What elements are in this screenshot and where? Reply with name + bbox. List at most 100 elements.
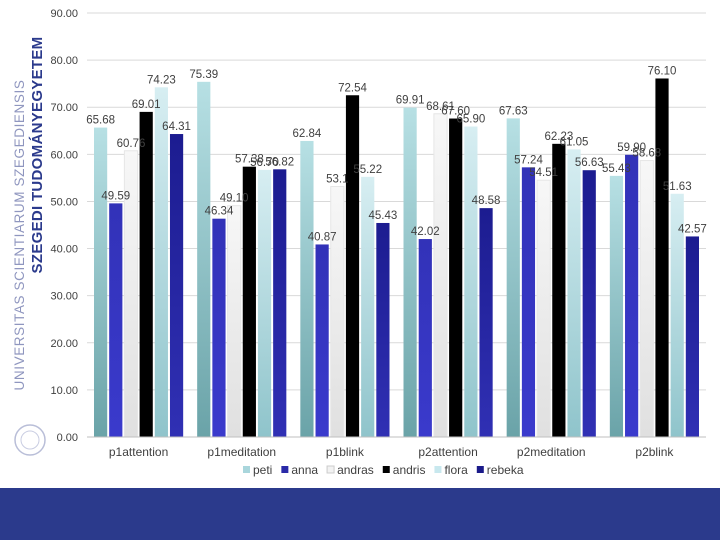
bar-andris — [242, 166, 256, 437]
data-label-peti: 69.91 — [396, 95, 425, 107]
legend-label-andras: andras — [337, 463, 374, 477]
data-label-andras: 68.61 — [426, 101, 455, 113]
bar-anna — [625, 154, 639, 437]
data-label-anna: 49.59 — [101, 190, 130, 202]
legend-swatch-andris — [382, 466, 390, 473]
x-tick-label: p1blink — [326, 445, 365, 459]
x-axis: p1attention p1meditation p1blink p2attentio… — [87, 436, 706, 459]
x-tick-label: p2attention — [418, 445, 477, 459]
data-label-rebeka: 45.43 — [369, 210, 398, 222]
data-label-flora: 61.05 — [560, 136, 589, 148]
bar-flora — [361, 176, 375, 437]
bar-andras — [433, 113, 448, 438]
data-label-andris: 72.54 — [338, 82, 367, 94]
data-label-rebeka: 56.63 — [575, 157, 604, 169]
x-tick-label: p2meditation — [517, 445, 586, 459]
legend-swatch-andras — [326, 465, 335, 474]
bar-andras — [639, 160, 654, 438]
y-tick-label: 10.00 — [50, 385, 78, 397]
data-label-anna: 46.34 — [205, 206, 234, 218]
bar-rebeka — [685, 236, 699, 437]
y-tick-label: 40.00 — [50, 244, 78, 256]
data-label-rebeka: 48.58 — [472, 195, 501, 207]
logo-text-latin: UNIVERSITAS SCIENTIARUM SZEGEDIENSIS — [12, 80, 27, 391]
data-label-andras: 53.1 — [326, 174, 348, 186]
bar-peti — [300, 140, 314, 437]
bar-andras — [227, 205, 242, 438]
legend-label-rebeka: rebeka — [487, 463, 524, 477]
data-label-flora: 56.70 — [250, 157, 279, 169]
gridlines — [87, 12, 706, 438]
footer-divider — [0, 488, 720, 490]
y-tick-label: 50.00 — [50, 196, 78, 208]
bar-peti — [506, 118, 520, 437]
bar-chart: 0.00 10.00 20.00 30.00 40.00 50.00 60.00 70.00 8… — [50, 8, 707, 477]
bar-andris — [449, 118, 463, 437]
bar-rebeka — [376, 222, 390, 437]
data-label-andris: 69.01 — [132, 99, 161, 111]
y-tick-label: 0.00 — [57, 432, 78, 444]
data-label-rebeka: 64.31 — [162, 121, 191, 133]
bar-flora — [464, 126, 478, 437]
bars — [94, 78, 699, 438]
y-tick-label: 30.00 — [50, 291, 78, 303]
x-tick-label: p1attention — [109, 445, 168, 459]
data-label-andris: 67.60 — [441, 106, 470, 118]
bar-peti — [403, 107, 417, 437]
data-label-peti: 55.43 — [602, 163, 631, 175]
bar-anna — [315, 244, 329, 437]
legend-swatch-peti — [243, 466, 250, 473]
data-label-andras: 49.10 — [220, 193, 249, 205]
data-label-anna: 42.02 — [411, 226, 440, 238]
bar-peti — [197, 81, 211, 437]
bar-flora — [567, 149, 581, 438]
legend-swatch-anna — [281, 466, 289, 473]
data-label-peti: 75.39 — [189, 69, 218, 81]
data-label-andras: 58.68 — [632, 148, 661, 160]
bar-flora — [154, 87, 168, 437]
bar-anna — [418, 239, 432, 437]
bar-flora — [257, 169, 272, 437]
y-tick-label: 60.00 — [50, 149, 78, 161]
data-label-andris: 76.10 — [648, 65, 677, 77]
data-label-andris: 57.38 — [235, 154, 264, 166]
bar-andris — [655, 78, 669, 438]
legend-label-flora: flora — [444, 463, 468, 477]
y-axis: 0.00 10.00 20.00 30.00 40.00 50.00 60.00 70.00 8… — [50, 8, 78, 444]
logo-seal-inner-icon — [20, 430, 40, 450]
bar-anna — [521, 167, 536, 437]
data-label-flora: 51.63 — [663, 181, 692, 193]
data-label-peti: 67.63 — [499, 105, 528, 117]
bar-peti — [609, 175, 624, 438]
data-label-andras: 54.51 — [529, 167, 558, 179]
bar-anna — [212, 218, 226, 437]
data-label-peti: 65.68 — [86, 115, 115, 127]
x-tick-label: p2blink — [635, 445, 674, 459]
bar-andras — [330, 186, 345, 438]
university-logo: UNIVERSITAS SCIENTIARUM SZEGEDIENSIS SZE… — [12, 37, 46, 456]
y-tick-label: 20.00 — [50, 338, 78, 350]
bar-flora — [670, 193, 684, 437]
bar-peti — [94, 127, 108, 437]
logo-text-hungarian: SZEGEDI TUDOMÁNYEGYETEM — [29, 37, 46, 274]
data-label-peti: 62.84 — [293, 128, 322, 140]
logo-seal-icon — [14, 424, 46, 456]
data-label-anna: 57.24 — [514, 154, 543, 166]
data-label-flora: 65.90 — [456, 114, 485, 126]
footer-background — [0, 490, 720, 540]
legend-label-andris: andris — [393, 463, 426, 477]
data-label-anna: 59.90 — [617, 142, 646, 154]
bar-andris — [139, 111, 153, 437]
y-tick-label: 70.00 — [50, 102, 78, 114]
legend-swatch-flora — [434, 466, 442, 473]
bar-rebeka — [582, 170, 596, 437]
bar-rebeka — [169, 134, 184, 437]
legend-label-anna: anna — [291, 463, 318, 477]
data-label-rebeka: 42.57 — [678, 223, 707, 235]
data-label-anna: 40.87 — [308, 231, 337, 243]
x-tick-label: p1meditation — [207, 445, 276, 459]
bar-andris — [345, 95, 360, 438]
y-tick-label: 80.00 — [50, 55, 78, 67]
legend-label-peti: peti — [253, 463, 272, 477]
data-label-andras: 60.76 — [117, 138, 146, 150]
